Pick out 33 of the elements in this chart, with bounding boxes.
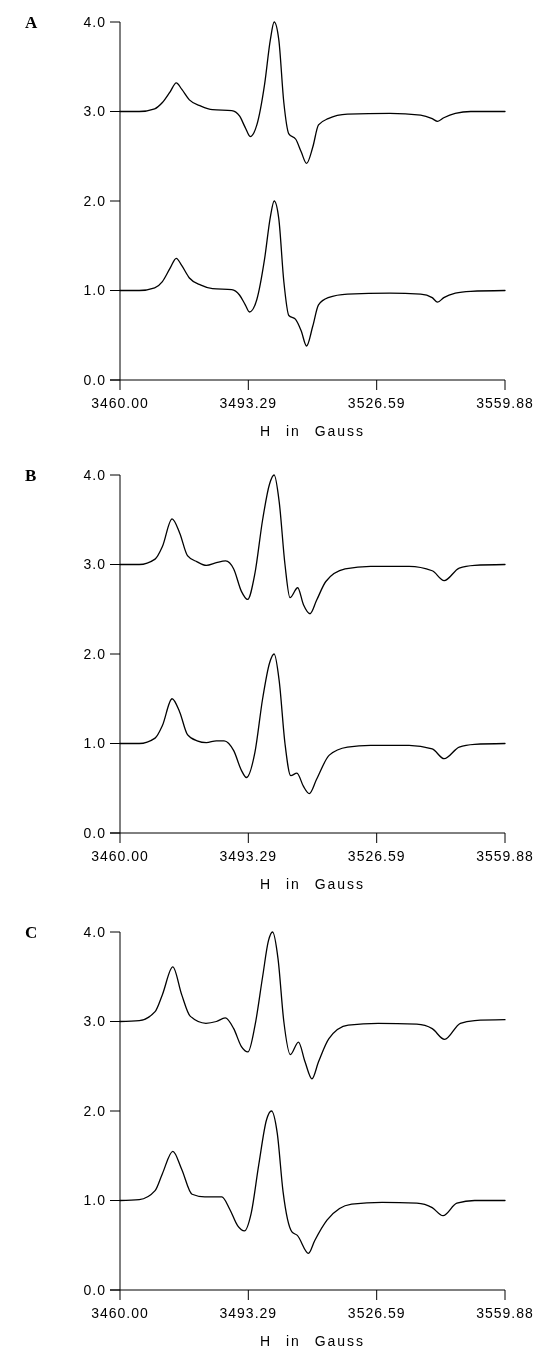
x-axis-title: H in Gauss	[259, 423, 366, 439]
y-tick-label: 4.0	[83, 923, 106, 940]
chart-title: A	[25, 13, 38, 32]
y-tick-label: 4.0	[83, 13, 106, 30]
y-tick-label: 2.0	[83, 645, 106, 662]
x-tick-label: 3460.00	[91, 848, 149, 864]
y-tick-label: 0.0	[83, 371, 106, 388]
x-tick-label: 3559.88	[476, 395, 534, 411]
y-tick-label: 3.0	[83, 556, 106, 573]
x-tick-label: 3460.00	[91, 395, 149, 411]
y-tick-label: 0.0	[83, 824, 106, 841]
x-tick-label: 3493.29	[219, 1305, 278, 1321]
y-tick-label: 3.0	[83, 1013, 106, 1030]
y-tick-label: 1.0	[83, 1192, 106, 1209]
chart-title: C	[25, 923, 38, 942]
x-tick-label: 3526.59	[347, 395, 406, 411]
x-tick-label: 3493.29	[219, 848, 278, 864]
y-tick-label: 1.0	[83, 282, 106, 299]
x-tick-label: 3559.88	[476, 1305, 534, 1321]
y-tick-label: 4.0	[83, 466, 106, 483]
y-tick-label: 3.0	[83, 103, 106, 120]
y-tick-label: 1.0	[83, 735, 106, 752]
y-tick-label: 2.0	[83, 1102, 106, 1119]
y-tick-label: 2.0	[83, 192, 106, 209]
y-tick-label: 0.0	[83, 1281, 106, 1298]
x-axis-title: H in Gauss	[259, 1333, 366, 1349]
x-tick-label: 3460.00	[91, 1305, 149, 1321]
x-tick-label: 3526.59	[347, 848, 406, 864]
x-tick-label: 3493.29	[219, 395, 278, 411]
x-tick-label: 3526.59	[347, 1305, 406, 1321]
chart-title: B	[25, 466, 37, 485]
x-tick-label: 3559.88	[476, 848, 534, 864]
x-axis-title: H in Gauss	[259, 876, 366, 892]
